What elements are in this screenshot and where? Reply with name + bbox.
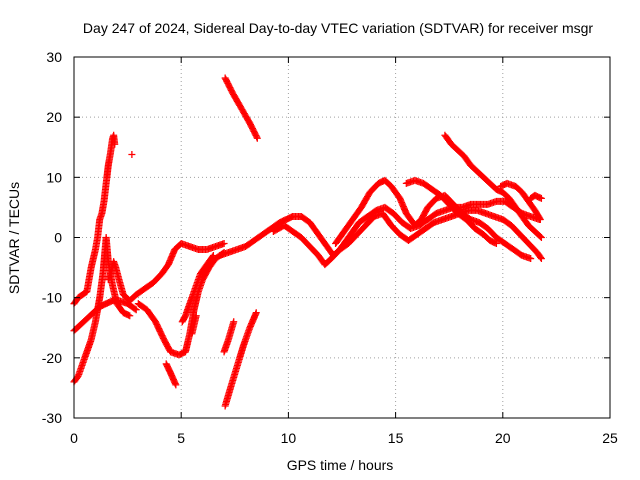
y-tick-label: -20	[42, 350, 62, 366]
y-tick-label: 20	[46, 109, 62, 125]
x-tick-label: 15	[388, 430, 404, 446]
y-tick-labels: -30 -20 -10 0 10 20 30	[42, 49, 62, 426]
x-tick-label: 0	[70, 430, 78, 446]
x-tick-label: 20	[495, 430, 511, 446]
data-point	[492, 240, 500, 248]
x-axis-label: GPS time / hours	[287, 457, 394, 473]
data-point	[536, 214, 544, 222]
data-point	[208, 253, 216, 261]
data-point	[537, 255, 545, 263]
data-point	[537, 234, 545, 241]
data-point	[536, 232, 544, 240]
y-tick-label: 0	[54, 230, 62, 246]
data-point	[536, 215, 544, 223]
x-tick-label: 5	[177, 430, 185, 446]
axis-ticks	[73, 56, 611, 419]
data-point	[220, 240, 228, 248]
y-tick-label: 30	[46, 49, 62, 65]
data-point	[253, 133, 261, 141]
x-tick-label: 10	[281, 430, 297, 446]
data-point	[252, 309, 260, 317]
x-tick-labels: 0 5 10 15 20 25	[70, 430, 618, 446]
data-point	[537, 253, 545, 261]
data-point	[172, 381, 180, 389]
y-tick-label: -10	[42, 290, 62, 306]
chart-title: Day 247 of 2024, Sidereal Day-to-day VTE…	[83, 20, 593, 36]
y-tick-label: -30	[42, 410, 62, 426]
data-point	[253, 134, 261, 142]
data-point	[111, 140, 119, 148]
x-tick-label: 25	[602, 430, 618, 446]
y-tick-label: 10	[46, 169, 62, 185]
data-point	[527, 255, 535, 263]
data-point	[128, 150, 136, 158]
data-point	[132, 306, 140, 314]
y-axis-label: SDTVAR / TECUs	[6, 182, 22, 294]
data-point	[126, 312, 134, 320]
data-point	[537, 194, 545, 202]
data-points	[70, 74, 545, 410]
data-point	[230, 318, 238, 326]
data-point	[209, 252, 217, 260]
data-point	[192, 312, 200, 320]
data-point	[131, 305, 139, 313]
